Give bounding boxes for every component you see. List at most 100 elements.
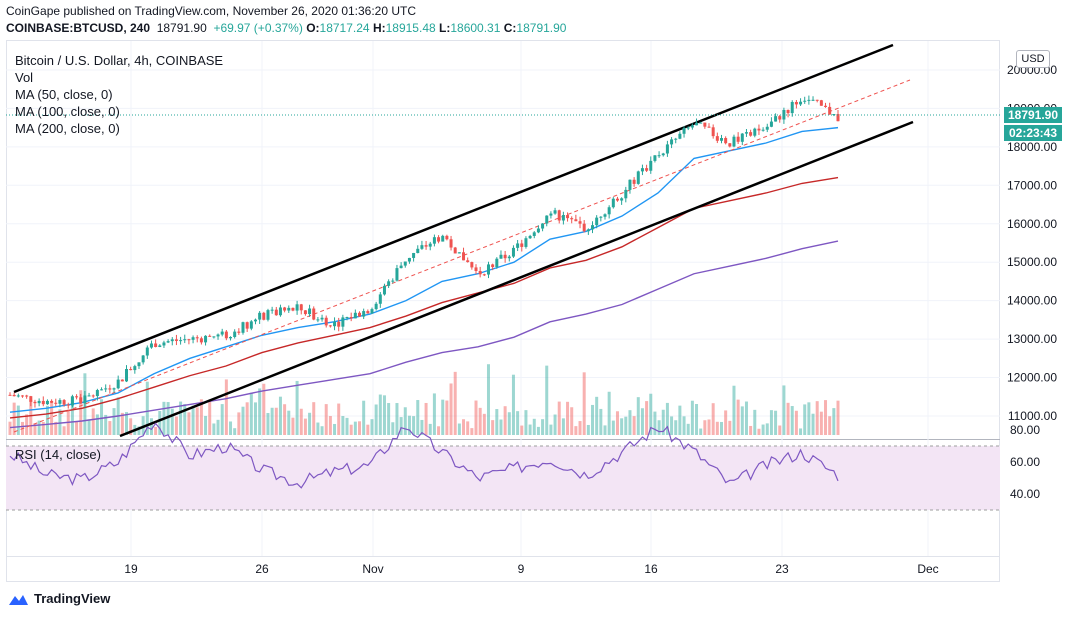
candle-body bbox=[345, 317, 349, 319]
ma200-line bbox=[9, 240, 839, 429]
volume-bar bbox=[50, 401, 54, 435]
volume-bar bbox=[12, 402, 16, 435]
volume-bar bbox=[728, 420, 732, 435]
volume-bar bbox=[478, 407, 482, 435]
candle-body bbox=[615, 198, 619, 201]
candle-body bbox=[145, 347, 149, 356]
candle-body bbox=[657, 155, 661, 157]
candle-body bbox=[191, 337, 195, 340]
volume-bar bbox=[245, 402, 249, 435]
candle-body bbox=[541, 223, 545, 229]
candle-body bbox=[283, 307, 287, 311]
candle-body bbox=[108, 388, 112, 390]
volume-bar bbox=[345, 417, 349, 435]
volume-bar bbox=[545, 365, 549, 435]
candle-body bbox=[799, 101, 803, 105]
volume-bar bbox=[782, 385, 786, 435]
volume-bar bbox=[807, 402, 811, 435]
volume-bar bbox=[624, 416, 628, 435]
legend-vol[interactable]: Vol bbox=[15, 70, 34, 85]
volume-bar bbox=[703, 420, 707, 435]
volume-bar bbox=[224, 379, 228, 435]
candle-body bbox=[229, 336, 233, 339]
legend-ma200[interactable]: MA (200, close, 0) bbox=[15, 121, 120, 136]
volume-bar bbox=[125, 412, 129, 435]
rsi-pane bbox=[6, 422, 1000, 511]
candle-body bbox=[491, 264, 495, 268]
candle-body bbox=[578, 221, 582, 224]
volume-bar bbox=[403, 407, 407, 435]
candle-body bbox=[790, 101, 794, 114]
price-tick-label: 12000.00 bbox=[1007, 371, 1057, 385]
volume-bar bbox=[95, 414, 99, 435]
volume-bar bbox=[749, 425, 753, 435]
candle-body bbox=[803, 100, 807, 102]
legend-ma100[interactable]: MA (100, close, 0) bbox=[15, 104, 120, 119]
volume-bar bbox=[765, 423, 769, 435]
volume-bar bbox=[649, 393, 653, 435]
volume-bar bbox=[54, 421, 58, 435]
symbol-label: COINBASE:BTCUSD, 240 bbox=[6, 21, 151, 35]
channel-lower-line bbox=[119, 120, 914, 438]
candle-body bbox=[374, 303, 378, 310]
candle-body bbox=[208, 335, 212, 337]
candle-body bbox=[719, 138, 723, 141]
volume-bar bbox=[79, 390, 83, 435]
candle-body bbox=[116, 379, 120, 389]
volume-bar bbox=[607, 391, 611, 435]
volume-bar bbox=[682, 416, 686, 435]
volume-bar bbox=[391, 422, 395, 435]
price-tick-label: 15000.00 bbox=[1007, 255, 1057, 269]
trend-channel[interactable] bbox=[13, 43, 914, 438]
volume-bar bbox=[158, 410, 162, 435]
candle-body bbox=[20, 395, 24, 397]
candle-body bbox=[162, 342, 166, 346]
rsi-axis: 80.00 60.00 40.00 bbox=[1010, 423, 1040, 501]
time-tick-label: Dec bbox=[917, 562, 938, 576]
rsi-label[interactable]: RSI (14, close) bbox=[15, 447, 101, 462]
volume-bar bbox=[457, 423, 461, 435]
candle-body bbox=[258, 312, 262, 320]
legend-ma50[interactable]: MA (50, close, 0) bbox=[15, 87, 113, 102]
candle-body bbox=[732, 136, 736, 147]
volume-bar bbox=[337, 403, 341, 435]
candle-body bbox=[611, 198, 615, 208]
time-tick-label: 23 bbox=[775, 562, 789, 576]
candle-body bbox=[524, 238, 528, 247]
candle-body bbox=[711, 127, 715, 137]
volume-bar bbox=[566, 401, 570, 435]
candle-body bbox=[761, 129, 765, 131]
volume-bar bbox=[719, 421, 723, 435]
currency-button[interactable]: USD bbox=[1016, 50, 1050, 68]
volume-bar bbox=[832, 408, 836, 435]
ma50-line bbox=[9, 126, 839, 413]
candle-body bbox=[104, 388, 108, 390]
volume-bar bbox=[620, 418, 624, 435]
volume-bar bbox=[794, 410, 798, 435]
candle-body bbox=[54, 402, 58, 404]
volume-bar bbox=[786, 402, 790, 435]
candle-body bbox=[453, 247, 457, 254]
volume-bar bbox=[25, 414, 29, 435]
candle-body bbox=[665, 144, 669, 154]
volume-bar bbox=[170, 408, 174, 435]
candle-body bbox=[778, 116, 782, 120]
volume-bar bbox=[462, 419, 466, 435]
volume-bar bbox=[511, 374, 515, 435]
candle-body bbox=[233, 331, 237, 337]
time-tick-label: Nov bbox=[362, 562, 383, 576]
candle-body bbox=[75, 396, 79, 398]
volume-bar bbox=[524, 410, 528, 435]
candle-body bbox=[553, 210, 557, 214]
candle-body bbox=[253, 319, 257, 322]
candle-body bbox=[395, 268, 399, 281]
candle-body bbox=[358, 312, 362, 317]
volume-bar bbox=[407, 415, 411, 435]
tradingview-logo[interactable]: TradingView bbox=[7, 591, 110, 606]
candle-body bbox=[437, 237, 441, 242]
volume-bar bbox=[732, 385, 736, 435]
candle-body bbox=[362, 311, 366, 317]
candle-body bbox=[120, 379, 124, 382]
time-axis: 19 26 Nov 9 16 23 Dec bbox=[124, 562, 938, 576]
